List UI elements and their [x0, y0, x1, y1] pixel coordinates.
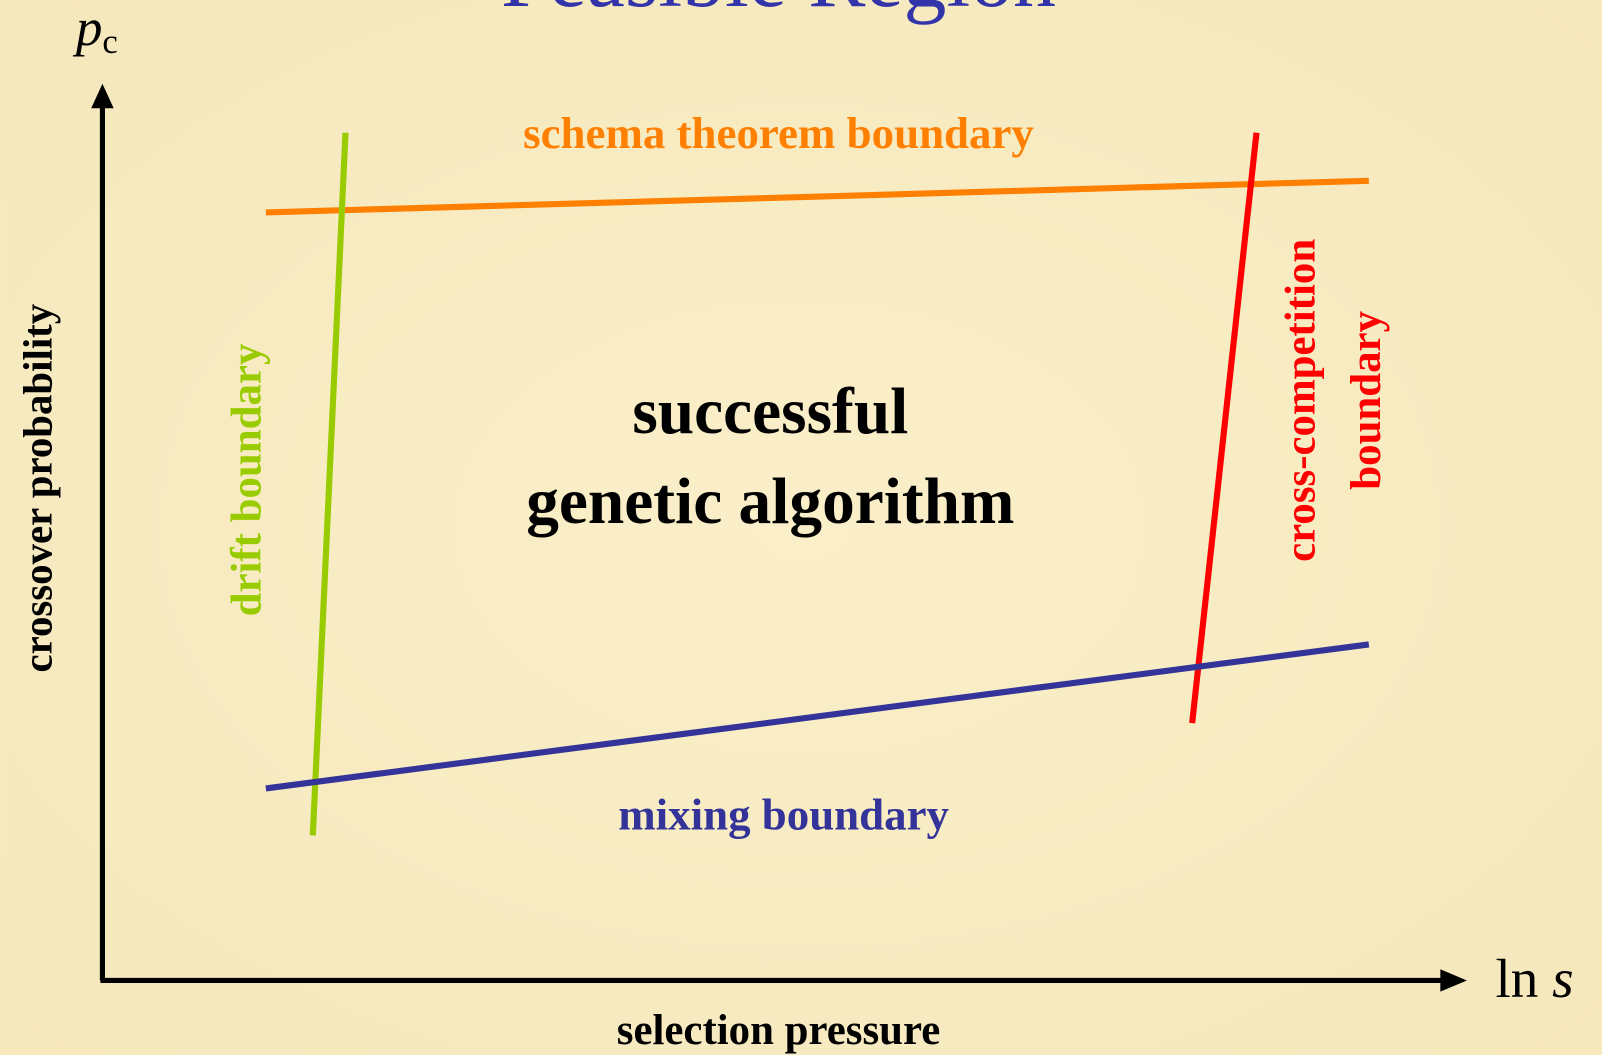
- x-arrow: [1440, 969, 1467, 992]
- schema-line: [265, 177, 1369, 216]
- x-symbol: ln s: [1495, 948, 1573, 1009]
- y-arrow: [91, 83, 114, 109]
- schema-label: schema theorem boundary: [523, 108, 1034, 158]
- y-symbol: pc: [72, 0, 118, 61]
- y-label: crossover probability: [15, 303, 60, 672]
- drift-label: drift boundary: [224, 343, 271, 616]
- cross-competition-line: [1189, 132, 1260, 724]
- cross-competition-label: cross-competition: [1278, 239, 1325, 562]
- cross-competition-label: boundary: [1343, 310, 1390, 489]
- x-label: selection pressure: [617, 1007, 941, 1054]
- region-label: successful: [632, 376, 908, 448]
- mixing-label: mixing boundary: [618, 789, 949, 839]
- title: Feasible Region: [501, 0, 1056, 25]
- region-label: genetic algorithm: [526, 466, 1014, 538]
- mixing-line: [265, 641, 1370, 792]
- drift-line: [309, 132, 349, 836]
